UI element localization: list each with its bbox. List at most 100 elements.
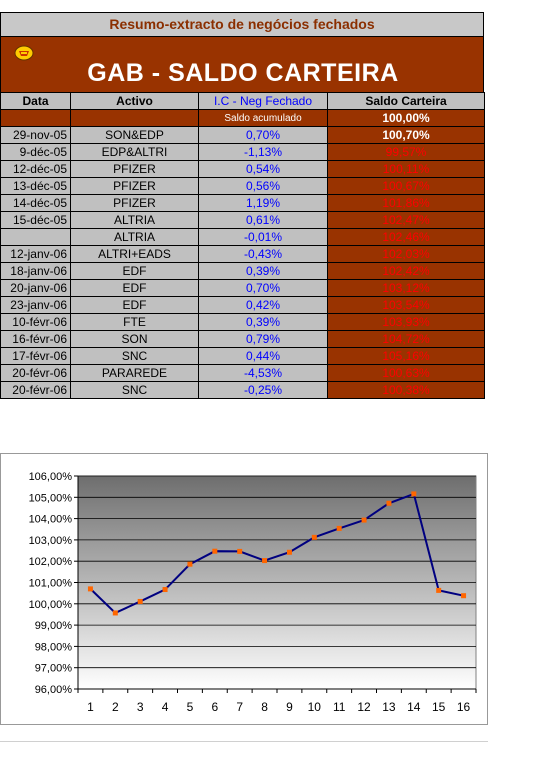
- date-cell[interactable]: 9-déc-05: [0, 143, 71, 161]
- data-point: [286, 549, 292, 555]
- asset-cell[interactable]: EDP&ALTRI: [70, 143, 199, 161]
- date-cell[interactable]: 13-déc-05: [0, 177, 71, 195]
- asset-cell[interactable]: PFIZER: [70, 160, 199, 178]
- ic-cell[interactable]: 0,70%: [198, 126, 328, 144]
- asset-cell[interactable]: PFIZER: [70, 194, 199, 212]
- asset-cell[interactable]: SON&EDP: [70, 126, 199, 144]
- ic-cell[interactable]: 0,39%: [198, 262, 328, 280]
- data-point: [262, 558, 268, 564]
- table-row: 13-déc-05 PFIZER 0,56% 100,67%: [0, 177, 485, 195]
- saldo-cell[interactable]: 102,46%: [327, 228, 485, 246]
- accumulated-value[interactable]: 100,00%: [327, 109, 485, 127]
- asset-cell[interactable]: PFIZER: [70, 177, 199, 195]
- saldo-cell[interactable]: 102,03%: [327, 245, 485, 263]
- data-point: [162, 587, 168, 593]
- y-tick-label: 105,00%: [29, 492, 73, 504]
- data-point: [187, 561, 193, 567]
- table-header-row: Data Activo I.C - Neg Fechado Saldo Cart…: [0, 92, 485, 110]
- asset-cell[interactable]: ALTRI+EADS: [70, 245, 199, 263]
- asset-cell[interactable]: ALTRIA: [70, 228, 199, 246]
- shield-logo-icon: [14, 45, 34, 61]
- saldo-cell[interactable]: 102,47%: [327, 211, 485, 229]
- page-title: GAB - SALDO CARTEIRA: [87, 59, 399, 87]
- date-cell[interactable]: 23-janv-06: [0, 296, 71, 314]
- saldo-cell[interactable]: 101,86%: [327, 194, 485, 212]
- ic-cell[interactable]: -0,01%: [198, 228, 328, 246]
- table-row: 29-nov-05 SON&EDP 0,70% 100,70%: [0, 126, 485, 144]
- column-header-ic[interactable]: I.C - Neg Fechado: [198, 92, 328, 110]
- saldo-cell[interactable]: 104,72%: [327, 330, 485, 348]
- x-tick-label: 13: [382, 700, 396, 714]
- saldo-cell[interactable]: 100,63%: [327, 364, 485, 382]
- data-point: [212, 548, 218, 554]
- date-cell[interactable]: 15-déc-05: [0, 211, 71, 229]
- ic-cell[interactable]: 0,44%: [198, 347, 328, 365]
- date-cell[interactable]: 20-févr-06: [0, 364, 71, 382]
- ic-cell[interactable]: -0,43%: [198, 245, 328, 263]
- ic-cell[interactable]: 0,70%: [198, 279, 328, 297]
- series-line: [89, 492, 464, 615]
- date-cell[interactable]: 17-févr-06: [0, 347, 71, 365]
- y-tick-label: 96,00%: [35, 684, 73, 696]
- asset-cell[interactable]: EDF: [70, 262, 199, 280]
- x-tick-label: 9: [286, 700, 293, 714]
- saldo-cell[interactable]: 100,67%: [327, 177, 485, 195]
- ic-cell[interactable]: -4,53%: [198, 364, 328, 382]
- data-point: [386, 500, 392, 506]
- asset-cell[interactable]: ALTRIA: [70, 211, 199, 229]
- chart-svg: 96,00% 97,00% 98,00% 99,00% 100,00% 101,00% 10…: [29, 471, 477, 714]
- saldo-cell[interactable]: 103,93%: [327, 313, 485, 331]
- accumulated-label[interactable]: Saldo acumulado: [198, 109, 328, 127]
- ic-cell[interactable]: 1,19%: [198, 194, 328, 212]
- table-row: ALTRIA -0,01% 102,46%: [0, 228, 485, 246]
- saldo-cell[interactable]: 100,11%: [327, 160, 485, 178]
- date-cell[interactable]: 18-janv-06: [0, 262, 71, 280]
- empty-cell[interactable]: [70, 109, 199, 127]
- date-cell[interactable]: 29-nov-05: [0, 126, 71, 144]
- asset-cell[interactable]: PARAREDE: [70, 364, 199, 382]
- title-banner: GAB - SALDO CARTEIRA: [0, 37, 484, 92]
- asset-cell[interactable]: EDF: [70, 296, 199, 314]
- x-tick-label: 11: [333, 700, 346, 714]
- column-header-saldo[interactable]: Saldo Carteira: [327, 92, 485, 110]
- column-header-date[interactable]: Data: [0, 92, 71, 110]
- y-tick-label: 97,00%: [35, 663, 73, 675]
- saldo-cell[interactable]: 102,42%: [327, 262, 485, 280]
- ic-cell[interactable]: 0,56%: [198, 177, 328, 195]
- date-cell[interactable]: 16-févr-06: [0, 330, 71, 348]
- table-row: 17-févr-06 SNC 0,44% 105,16%: [0, 347, 485, 365]
- ic-cell[interactable]: 0,61%: [198, 211, 328, 229]
- empty-cell[interactable]: [0, 109, 71, 127]
- ic-cell[interactable]: -1,13%: [198, 143, 328, 161]
- asset-cell[interactable]: FTE: [70, 313, 199, 331]
- saldo-cell[interactable]: 103,54%: [327, 296, 485, 314]
- asset-cell[interactable]: SON: [70, 330, 199, 348]
- date-cell[interactable]: 10-févr-06: [0, 313, 71, 331]
- date-cell[interactable]: 20-févr-06: [0, 381, 71, 399]
- x-tick-label: 5: [187, 700, 194, 714]
- ic-cell[interactable]: 0,42%: [198, 296, 328, 314]
- column-header-asset[interactable]: Activo: [70, 92, 199, 110]
- asset-cell[interactable]: SNC: [70, 381, 199, 399]
- asset-cell[interactable]: EDF: [70, 279, 199, 297]
- y-tick-label: 102,00%: [29, 556, 73, 568]
- ic-cell[interactable]: 0,79%: [198, 330, 328, 348]
- data-point: [461, 593, 467, 599]
- saldo-cell[interactable]: 100,38%: [327, 381, 485, 399]
- saldo-cell[interactable]: 100,70%: [327, 126, 485, 144]
- ic-cell[interactable]: -0,25%: [198, 381, 328, 399]
- date-cell[interactable]: 12-déc-05: [0, 160, 71, 178]
- data-point: [336, 525, 342, 531]
- saldo-cell[interactable]: 99,57%: [327, 143, 485, 161]
- asset-cell[interactable]: SNC: [70, 347, 199, 365]
- ic-cell[interactable]: 0,39%: [198, 313, 328, 331]
- ic-cell[interactable]: 0,54%: [198, 160, 328, 178]
- date-cell[interactable]: 14-déc-05: [0, 194, 71, 212]
- saldo-cell[interactable]: 105,16%: [327, 347, 485, 365]
- date-cell[interactable]: 20-janv-06: [0, 279, 71, 297]
- date-cell[interactable]: 12-janv-06: [0, 245, 71, 263]
- date-cell[interactable]: [0, 228, 71, 246]
- saldo-cell[interactable]: 103,12%: [327, 279, 485, 297]
- data-point: [361, 517, 367, 523]
- table-row: 15-déc-05 ALTRIA 0,61% 102,47%: [0, 211, 485, 229]
